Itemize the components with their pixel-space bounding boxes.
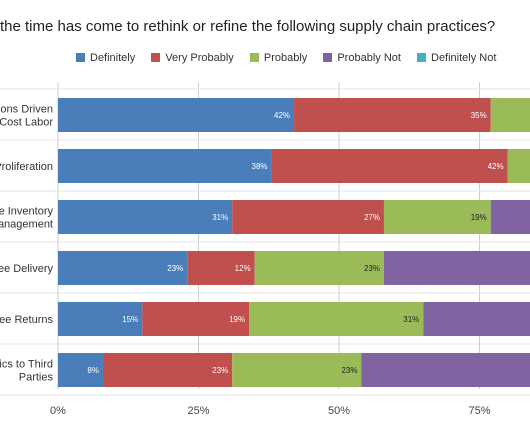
category-label: sions Driven <box>0 104 53 116</box>
bar-segment <box>383 251 530 285</box>
bar-segment <box>232 200 384 234</box>
category-label: tics to Third <box>0 359 53 371</box>
bar-segment <box>490 200 530 234</box>
bar-segment <box>58 251 188 285</box>
data-label: 31% <box>403 315 419 324</box>
legend-label-definitely: Definitely <box>90 52 136 64</box>
bar-segment <box>232 353 362 387</box>
legend-item-probably-not: Probably Not <box>323 52 401 64</box>
bar-segment <box>58 98 295 132</box>
category-label: lanagement <box>0 219 53 231</box>
x-tick-label: 75% <box>468 405 490 417</box>
legend-swatch-definitely-not <box>417 53 426 62</box>
legend-label-definitely-not: Definitely Not <box>431 52 497 64</box>
data-label: 19% <box>471 213 487 222</box>
category-label: ree Delivery <box>0 263 53 275</box>
legend-label-probably-not: Probably Not <box>337 52 401 64</box>
bar-segment <box>58 302 143 336</box>
bar-segment <box>361 353 530 387</box>
legend-swatch-probably <box>249 53 259 62</box>
bar-segment <box>254 251 384 285</box>
data-label: 42% <box>488 162 504 171</box>
bar-segment <box>423 302 530 336</box>
data-label: 23% <box>167 264 183 273</box>
category-label: ne Inventory <box>0 206 53 218</box>
legend-swatch-probably-not <box>323 53 333 62</box>
bar-segment <box>58 149 272 183</box>
legend-label-probably: Probably <box>263 52 308 64</box>
category-label: ree Returns <box>0 314 53 326</box>
legend-item-probably: Probably <box>249 52 308 64</box>
x-tick-label: 25% <box>187 405 209 417</box>
x-tick-label: 50% <box>328 405 350 417</box>
bar-segment <box>294 98 491 132</box>
data-label: 23% <box>364 264 380 273</box>
legend-swatch-very-probably <box>151 53 161 62</box>
legend-swatch-definitely <box>76 53 85 62</box>
bar-segment <box>58 353 103 387</box>
legend-item-definitely: Definitely <box>76 52 135 64</box>
category-label: Proliferation <box>0 161 53 173</box>
chart-title: the time has come to rethink or refine t… <box>0 18 496 35</box>
bar-segment <box>187 251 255 285</box>
bar-segment <box>507 149 530 183</box>
bar-segment <box>249 302 424 336</box>
legend-label-very-probably: Very Probably <box>165 52 234 64</box>
data-label: 42% <box>274 111 290 120</box>
bar-segment <box>58 200 233 234</box>
bar-segment <box>142 302 250 336</box>
data-label: 19% <box>229 315 245 324</box>
data-label: 12% <box>235 264 251 273</box>
legend-item-definitely-not: Definitely Not <box>417 52 496 64</box>
category-label: Parties <box>19 372 54 384</box>
data-label: 27% <box>364 213 380 222</box>
bar-segment <box>490 98 530 132</box>
category-label: Cost Labor <box>0 117 53 129</box>
x-tick-label: 0% <box>50 405 66 417</box>
chart-legend: Definitely Very Probably Probably Probab… <box>76 52 509 66</box>
legend-item-very-probably: Very Probably <box>151 52 234 64</box>
data-label: 8% <box>87 366 99 375</box>
data-label: 38% <box>252 162 268 171</box>
data-label: 23% <box>212 366 228 375</box>
data-label: 35% <box>471 111 487 120</box>
bar-segment <box>271 149 508 183</box>
data-label: 31% <box>212 213 228 222</box>
data-label: 23% <box>341 366 357 375</box>
data-label: 15% <box>122 315 138 324</box>
bar-segment <box>383 200 491 234</box>
bar-segment <box>102 353 233 387</box>
